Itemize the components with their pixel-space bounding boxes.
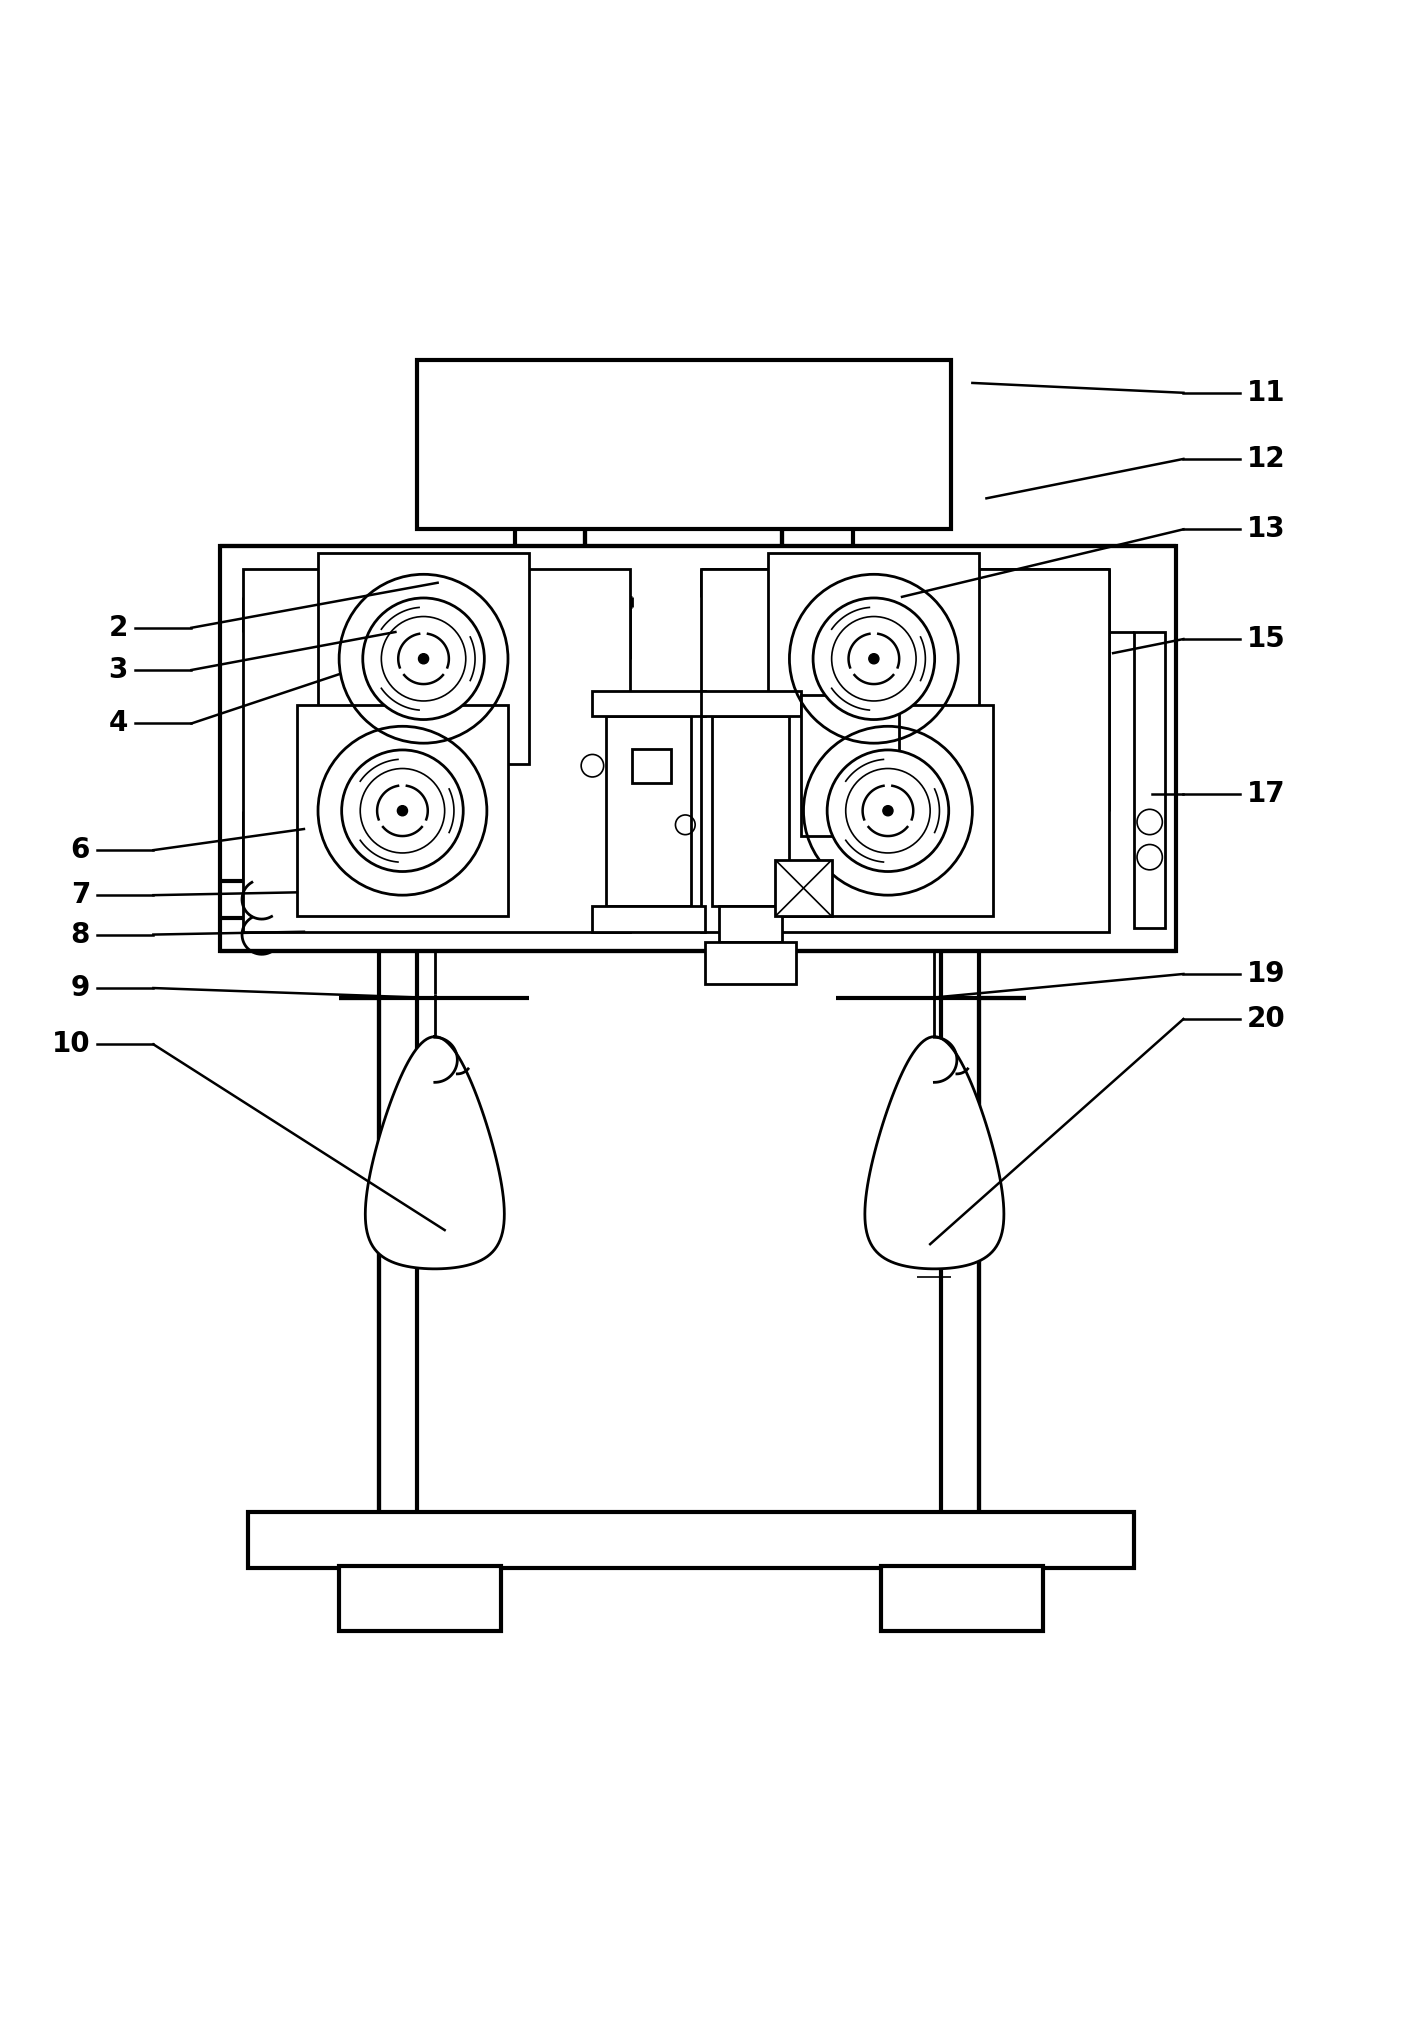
Text: 20: 20: [1246, 1005, 1286, 1033]
Text: 17: 17: [1246, 781, 1286, 807]
Text: 8: 8: [70, 921, 90, 948]
Polygon shape: [864, 1037, 1004, 1270]
Text: 12: 12: [1246, 444, 1286, 473]
Text: 15: 15: [1246, 626, 1286, 652]
Bar: [701, 691, 801, 717]
Bar: [801, 695, 900, 836]
Circle shape: [828, 750, 949, 872]
Bar: [340, 1567, 501, 1630]
Text: 6: 6: [70, 836, 90, 864]
Bar: [1134, 632, 1165, 927]
Circle shape: [398, 805, 407, 815]
Bar: [768, 552, 980, 764]
Bar: [248, 1512, 1134, 1567]
Bar: [701, 569, 1108, 931]
Circle shape: [341, 750, 464, 872]
Bar: [705, 942, 797, 984]
Text: 7: 7: [70, 880, 90, 909]
Bar: [632, 748, 671, 783]
Circle shape: [362, 597, 485, 719]
Circle shape: [869, 654, 878, 664]
Text: 10: 10: [51, 1031, 90, 1058]
Text: 13: 13: [1246, 516, 1286, 544]
Circle shape: [814, 597, 935, 719]
Circle shape: [832, 618, 916, 701]
Bar: [319, 552, 529, 764]
Bar: [220, 546, 1176, 952]
Circle shape: [883, 805, 893, 815]
Bar: [881, 1567, 1043, 1630]
Bar: [719, 907, 783, 942]
Bar: [244, 569, 630, 931]
Bar: [298, 705, 508, 917]
Text: 11: 11: [1246, 379, 1286, 408]
Text: 19: 19: [1246, 960, 1286, 988]
Bar: [592, 691, 705, 717]
Text: 2: 2: [109, 613, 128, 642]
Circle shape: [381, 618, 465, 701]
Bar: [783, 705, 994, 917]
Bar: [592, 907, 705, 931]
Bar: [712, 717, 790, 907]
Circle shape: [360, 768, 444, 854]
Text: 9: 9: [70, 974, 90, 1003]
Bar: [416, 361, 952, 530]
Bar: [606, 717, 691, 907]
Text: 4: 4: [109, 709, 128, 738]
Bar: [776, 860, 832, 917]
Polygon shape: [365, 1037, 505, 1270]
Circle shape: [846, 768, 931, 854]
Text: 3: 3: [109, 656, 128, 685]
Circle shape: [419, 654, 429, 664]
